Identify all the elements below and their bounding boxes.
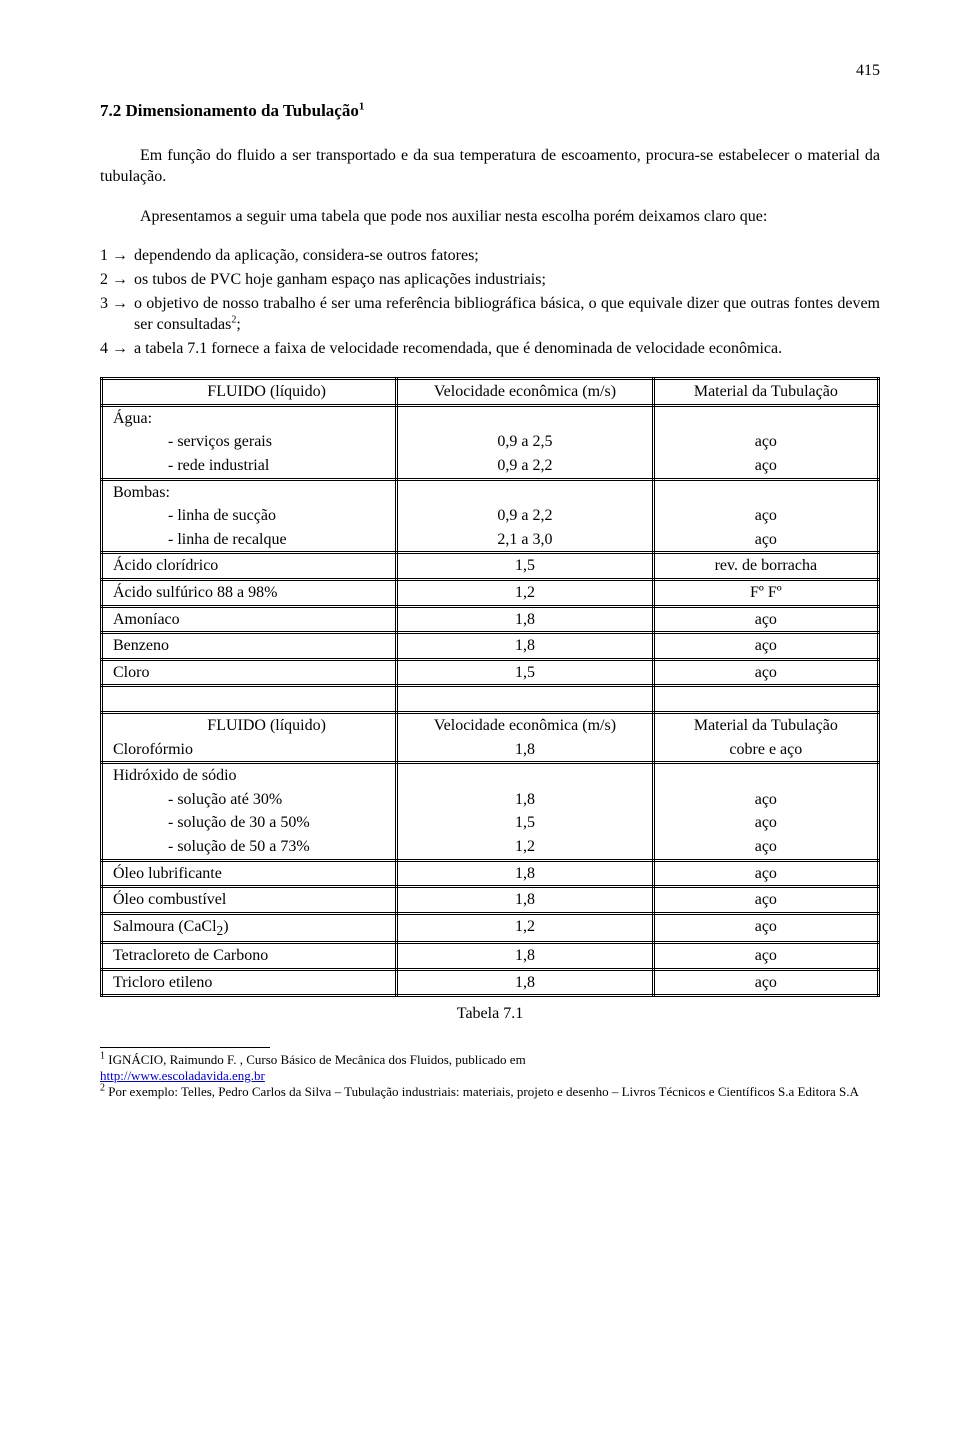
table-cell: aço <box>653 606 878 633</box>
table-cell: aço <box>653 887 878 914</box>
table-cell: Tetracloreto de Carbono <box>102 942 397 969</box>
table-cell: aço <box>653 504 878 528</box>
list-item: 1 → dependendo da aplicação, considera-s… <box>100 245 880 267</box>
table-cell: 0,9 a 2,2 <box>397 504 653 528</box>
list-text: dependendo da aplicação, considera-se ou… <box>134 245 880 267</box>
table-cell: Óleo lubrificante <box>102 860 397 887</box>
list-item: 3 → o objetivo de nosso trabalho é ser u… <box>100 293 880 336</box>
intro-paragraph-2: Apresentamos a seguir uma tabela que pod… <box>100 206 880 228</box>
table-cell: aço <box>653 860 878 887</box>
table-cell: 1,8 <box>397 788 653 812</box>
list-number: 3 → <box>100 293 134 336</box>
table-cell: Benzeno <box>102 633 397 660</box>
footnote-link[interactable]: http://www.escoladavida.eng.br <box>100 1068 265 1083</box>
table-cell <box>653 479 878 504</box>
list-text: o objetivo de nosso trabalho é ser uma r… <box>134 293 880 336</box>
table-cell: Bombas: <box>102 479 397 504</box>
table-cell: 1,2 <box>397 835 653 860</box>
footnote-2: 2 Por exemplo: Telles, Pedro Carlos da S… <box>100 1084 880 1100</box>
table-cell: aço <box>653 788 878 812</box>
velocity-table-part1: FLUIDO (líquido) Velocidade econômica (m… <box>100 377 880 997</box>
table-cell: Hidróxido de sódio <box>102 763 397 788</box>
table-header: Velocidade econômica (m/s) <box>397 713 653 738</box>
table-cell: Ácido sulfúrico 88 a 98% <box>102 580 397 607</box>
list-number: 1 → <box>100 245 134 267</box>
table-cell: 1,8 <box>397 633 653 660</box>
table-cell: 1,5 <box>397 659 653 686</box>
table-cell: 0,9 a 2,5 <box>397 430 653 454</box>
table-cell: 1,8 <box>397 887 653 914</box>
table-cell: Cloro <box>102 659 397 686</box>
intro-paragraph-1: Em função do fluido a ser transportado e… <box>100 145 880 188</box>
table-cell: 1,8 <box>397 942 653 969</box>
table-cell: 1,8 <box>397 738 653 763</box>
table-cell: aço <box>653 528 878 553</box>
table-cell: 2,1 a 3,0 <box>397 528 653 553</box>
table-cell: - solução de 50 a 73% <box>102 835 397 860</box>
table-cell: Ácido clorídrico <box>102 553 397 580</box>
section-heading: 7.2 Dimensionamento da Tubulação1 <box>100 100 880 123</box>
table-cell: - linha de recalque <box>102 528 397 553</box>
heading-text: 7.2 Dimensionamento da Tubulação <box>100 101 359 120</box>
table-cell: 1,8 <box>397 860 653 887</box>
footnote-1: 1 IGNÁCIO, Raimundo F. , Curso Básico de… <box>100 1052 880 1085</box>
table-cell: 1,2 <box>397 580 653 607</box>
table-cell: cobre e aço <box>653 738 878 763</box>
table-header: Material da Tubulação <box>653 713 878 738</box>
table-cell: aço <box>653 659 878 686</box>
table-cell <box>397 479 653 504</box>
table-cell: aço <box>653 913 878 942</box>
table-cell: 1,8 <box>397 969 653 996</box>
table-cell: - rede industrial <box>102 454 397 479</box>
table-cell: - solução de 30 a 50% <box>102 811 397 835</box>
list-number: 2 → <box>100 269 134 291</box>
table-cell: aço <box>653 454 878 479</box>
heading-footnote-ref: 1 <box>359 100 365 112</box>
table-cell: Óleo combustível <box>102 887 397 914</box>
table-cell <box>653 763 878 788</box>
page-number: 415 <box>100 60 880 82</box>
table-header: FLUIDO (líquido) <box>102 379 397 406</box>
table-cell: 1,5 <box>397 811 653 835</box>
table-cell: - serviços gerais <box>102 430 397 454</box>
table-cell <box>102 686 397 713</box>
list-item: 4 → a tabela 7.1 fornece a faixa de velo… <box>100 338 880 360</box>
table-cell: rev. de borracha <box>653 553 878 580</box>
enumerated-list: 1 → dependendo da aplicação, considera-s… <box>100 245 880 359</box>
table-cell: Água: <box>102 405 397 430</box>
table-header: Material da Tubulação <box>653 379 878 406</box>
list-number: 4 → <box>100 338 134 360</box>
table-cell <box>397 763 653 788</box>
table-cell: - solução até 30% <box>102 788 397 812</box>
table-cell: aço <box>653 942 878 969</box>
table-cell <box>653 405 878 430</box>
table-cell: aço <box>653 811 878 835</box>
table-cell: aço <box>653 835 878 860</box>
table-caption: Tabela 7.1 <box>100 1003 880 1025</box>
footnote-separator <box>100 1047 270 1048</box>
list-text: os tubos de PVC hoje ganham espaço nas a… <box>134 269 880 291</box>
table-cell: Fº Fº <box>653 580 878 607</box>
list-item: 2 → os tubos de PVC hoje ganham espaço n… <box>100 269 880 291</box>
table-cell: Tricloro etileno <box>102 969 397 996</box>
table-cell: 1,2 <box>397 913 653 942</box>
table-cell <box>397 405 653 430</box>
table-cell <box>397 686 653 713</box>
table-cell: - linha de sucção <box>102 504 397 528</box>
list-text: a tabela 7.1 fornece a faixa de velocida… <box>134 338 880 360</box>
table-cell: Amoníaco <box>102 606 397 633</box>
table-header: FLUIDO (líquido) <box>102 713 397 738</box>
table-cell: Salmoura (CaCl2) <box>102 913 397 942</box>
table-cell: 0,9 a 2,2 <box>397 454 653 479</box>
table-header: Velocidade econômica (m/s) <box>397 379 653 406</box>
table-cell: aço <box>653 633 878 660</box>
table-cell: aço <box>653 969 878 996</box>
table-cell <box>653 686 878 713</box>
table-cell: Clorofórmio <box>102 738 397 763</box>
table-cell: aço <box>653 430 878 454</box>
table-cell: 1,8 <box>397 606 653 633</box>
table-cell: 1,5 <box>397 553 653 580</box>
